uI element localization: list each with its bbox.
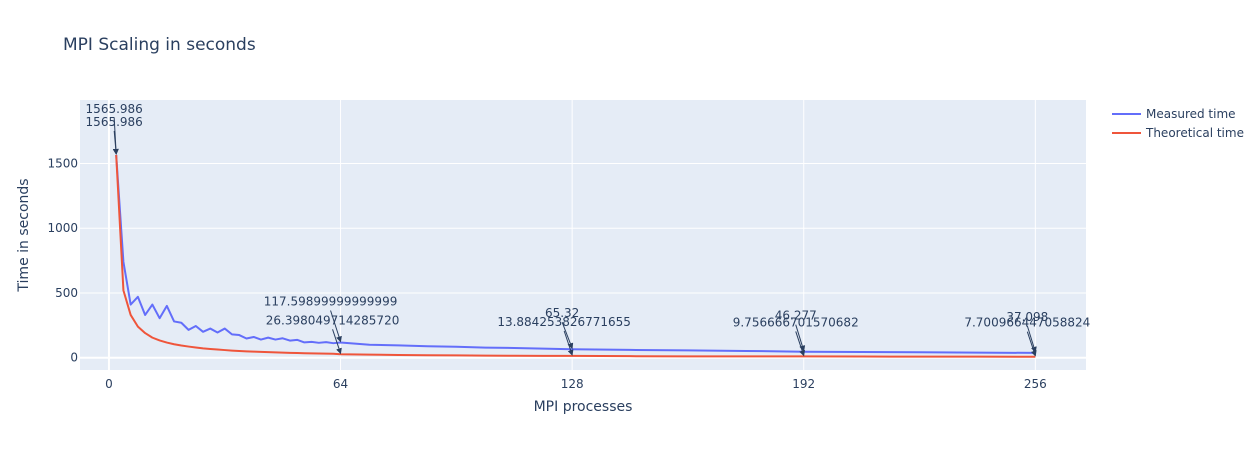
annotation-label: 13.884253826771655 [497, 315, 631, 329]
x-tick-label: 256 [1024, 377, 1047, 391]
legend-item-measured[interactable]: Measured time [1112, 107, 1236, 121]
annotation-label: 117.59899999999999 [264, 294, 398, 308]
y-tick-label: 0 [70, 351, 78, 365]
annotation-arrow [330, 310, 342, 343]
y-tick-label: 1000 [47, 221, 78, 235]
legend-label-measured: Measured time [1146, 107, 1236, 121]
annotation-arrow [561, 322, 574, 350]
theoretical-time-line[interactable] [115, 154, 1036, 358]
annotation-label: 65.32 [545, 306, 579, 320]
annotation-arrow [795, 324, 806, 352]
annotation-label: 7.700966447058824 [964, 316, 1090, 330]
annotation-arrow [332, 329, 342, 355]
annotation-arrow [1026, 325, 1037, 353]
annotation-arrow [1026, 331, 1037, 357]
plot-area [80, 100, 1086, 370]
annotation-label: 9.756666701570682 [733, 315, 859, 329]
x-tick-label: 64 [333, 377, 348, 391]
x-axis-ticks: 0 64 128 192 256 [105, 377, 1047, 391]
annotation-arrow [795, 331, 806, 357]
annotation-label: 1565.986 [86, 115, 143, 129]
chart-title: MPI Scaling in seconds [63, 35, 256, 55]
y-tick-label: 500 [55, 286, 78, 300]
annotation-label: 1565.986 [86, 102, 143, 116]
legend-label-theoretical: Theoretical time [1145, 126, 1244, 140]
x-tick-label: 128 [561, 377, 584, 391]
series-lines [115, 154, 1036, 358]
legend[interactable]: Measured time Theoretical time [1112, 107, 1244, 140]
annotation-arrow [112, 130, 119, 155]
x-tick-label: 0 [105, 377, 113, 391]
y-axis-ticks: 0 500 1000 1500 [47, 156, 78, 364]
legend-item-theoretical[interactable]: Theoretical time [1112, 126, 1244, 140]
annotation-label: 26.398049714285720 [266, 313, 400, 327]
y-tick-label: 1500 [47, 156, 78, 170]
x-tick-label: 192 [792, 377, 815, 391]
measured-time-line[interactable] [115, 154, 1036, 354]
annotation-label: 37.098 [1006, 310, 1048, 324]
annotation-arrow [563, 330, 574, 356]
x-axis-title: MPI processes [534, 399, 633, 415]
y-axis-title: Time in seconds [16, 178, 32, 292]
annotation-label: 46.277 [775, 309, 817, 323]
grid [80, 100, 1086, 370]
